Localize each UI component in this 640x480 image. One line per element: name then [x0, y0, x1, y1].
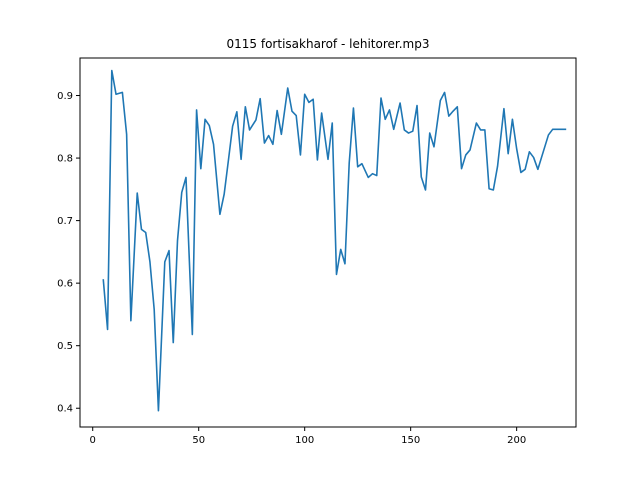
- chart-title: 0115 fortisakharof - lehitorer.mp3: [227, 37, 430, 51]
- y-axis: 0.4 0.5 0.6 0.7 0.8 0.9: [57, 91, 80, 415]
- y-tick-label: 0.6: [57, 279, 73, 290]
- x-tick-label: 100: [295, 435, 314, 446]
- axes-frame: [79, 57, 577, 428]
- x-tick-label: 0: [90, 435, 96, 446]
- plot-area: [102, 69, 567, 412]
- y-tick-label: 0.9: [57, 91, 73, 102]
- x-tick-label: 50: [192, 435, 205, 446]
- series-line: [102, 69, 567, 412]
- x-tick-label: 150: [401, 435, 420, 446]
- y-tick-label: 0.5: [57, 341, 73, 352]
- x-axis: 0 50 100 150 200: [90, 427, 526, 446]
- x-tick-label: 200: [507, 435, 526, 446]
- y-tick-label: 0.7: [57, 216, 73, 227]
- y-tick-label: 0.8: [57, 154, 73, 165]
- y-tick-label: 0.4: [57, 404, 73, 415]
